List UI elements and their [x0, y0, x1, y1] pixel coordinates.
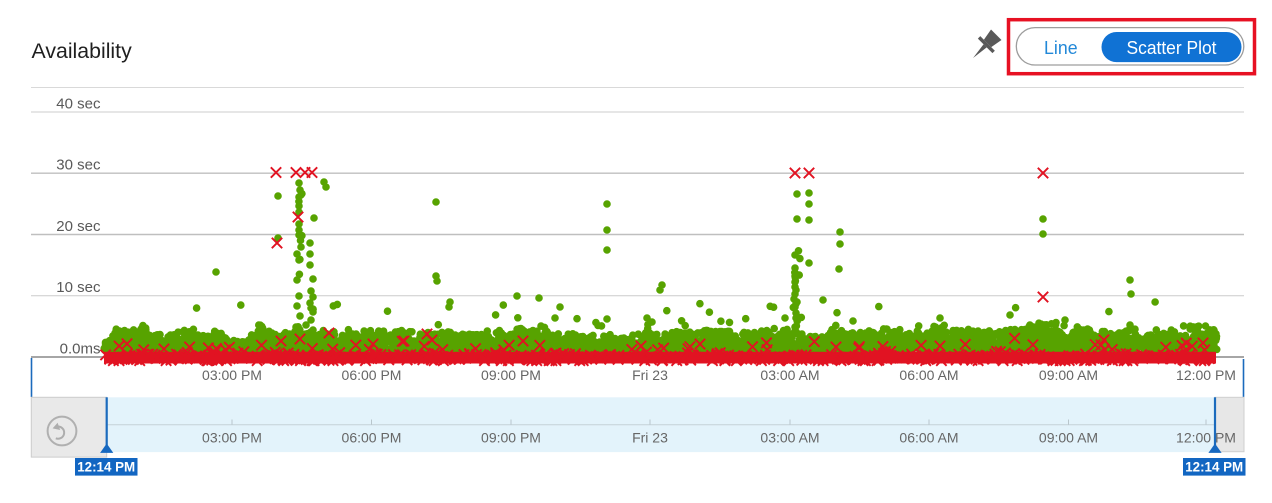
svg-text:09:00 PM: 09:00 PM: [481, 430, 541, 446]
svg-text:0.0ms: 0.0ms: [60, 340, 101, 357]
svg-text:06:00 AM: 06:00 AM: [899, 367, 958, 383]
svg-text:03:00 PM: 03:00 PM: [202, 367, 262, 383]
svg-text:10 sec: 10 sec: [56, 279, 101, 296]
svg-text:12:00 PM: 12:00 PM: [1176, 430, 1236, 446]
svg-text:Availability: Availability: [32, 39, 133, 63]
svg-text:Fri 23: Fri 23: [632, 367, 668, 383]
svg-text:06:00 PM: 06:00 PM: [342, 430, 402, 446]
svg-text:12:00 PM: 12:00 PM: [1176, 367, 1236, 383]
svg-text:Fri 23: Fri 23: [632, 430, 668, 446]
svg-text:09:00 AM: 09:00 AM: [1039, 367, 1098, 383]
svg-text:Scatter Plot: Scatter Plot: [1127, 38, 1217, 58]
svg-text:03:00 AM: 03:00 AM: [760, 367, 819, 383]
svg-text:12:14 PM: 12:14 PM: [77, 459, 135, 474]
svg-text:03:00 AM: 03:00 AM: [760, 430, 819, 446]
svg-text:06:00 PM: 06:00 PM: [342, 367, 402, 383]
svg-text:20 sec: 20 sec: [56, 218, 101, 235]
svg-text:40 sec: 40 sec: [56, 95, 101, 112]
svg-text:12:14 PM: 12:14 PM: [1185, 459, 1243, 474]
svg-text:06:00 AM: 06:00 AM: [899, 430, 958, 446]
svg-text:09:00 PM: 09:00 PM: [481, 367, 541, 383]
svg-text:09:00 AM: 09:00 AM: [1039, 430, 1098, 446]
svg-text:30 sec: 30 sec: [56, 157, 101, 174]
svg-text:03:00 PM: 03:00 PM: [202, 430, 262, 446]
svg-text:Line: Line: [1044, 38, 1078, 58]
